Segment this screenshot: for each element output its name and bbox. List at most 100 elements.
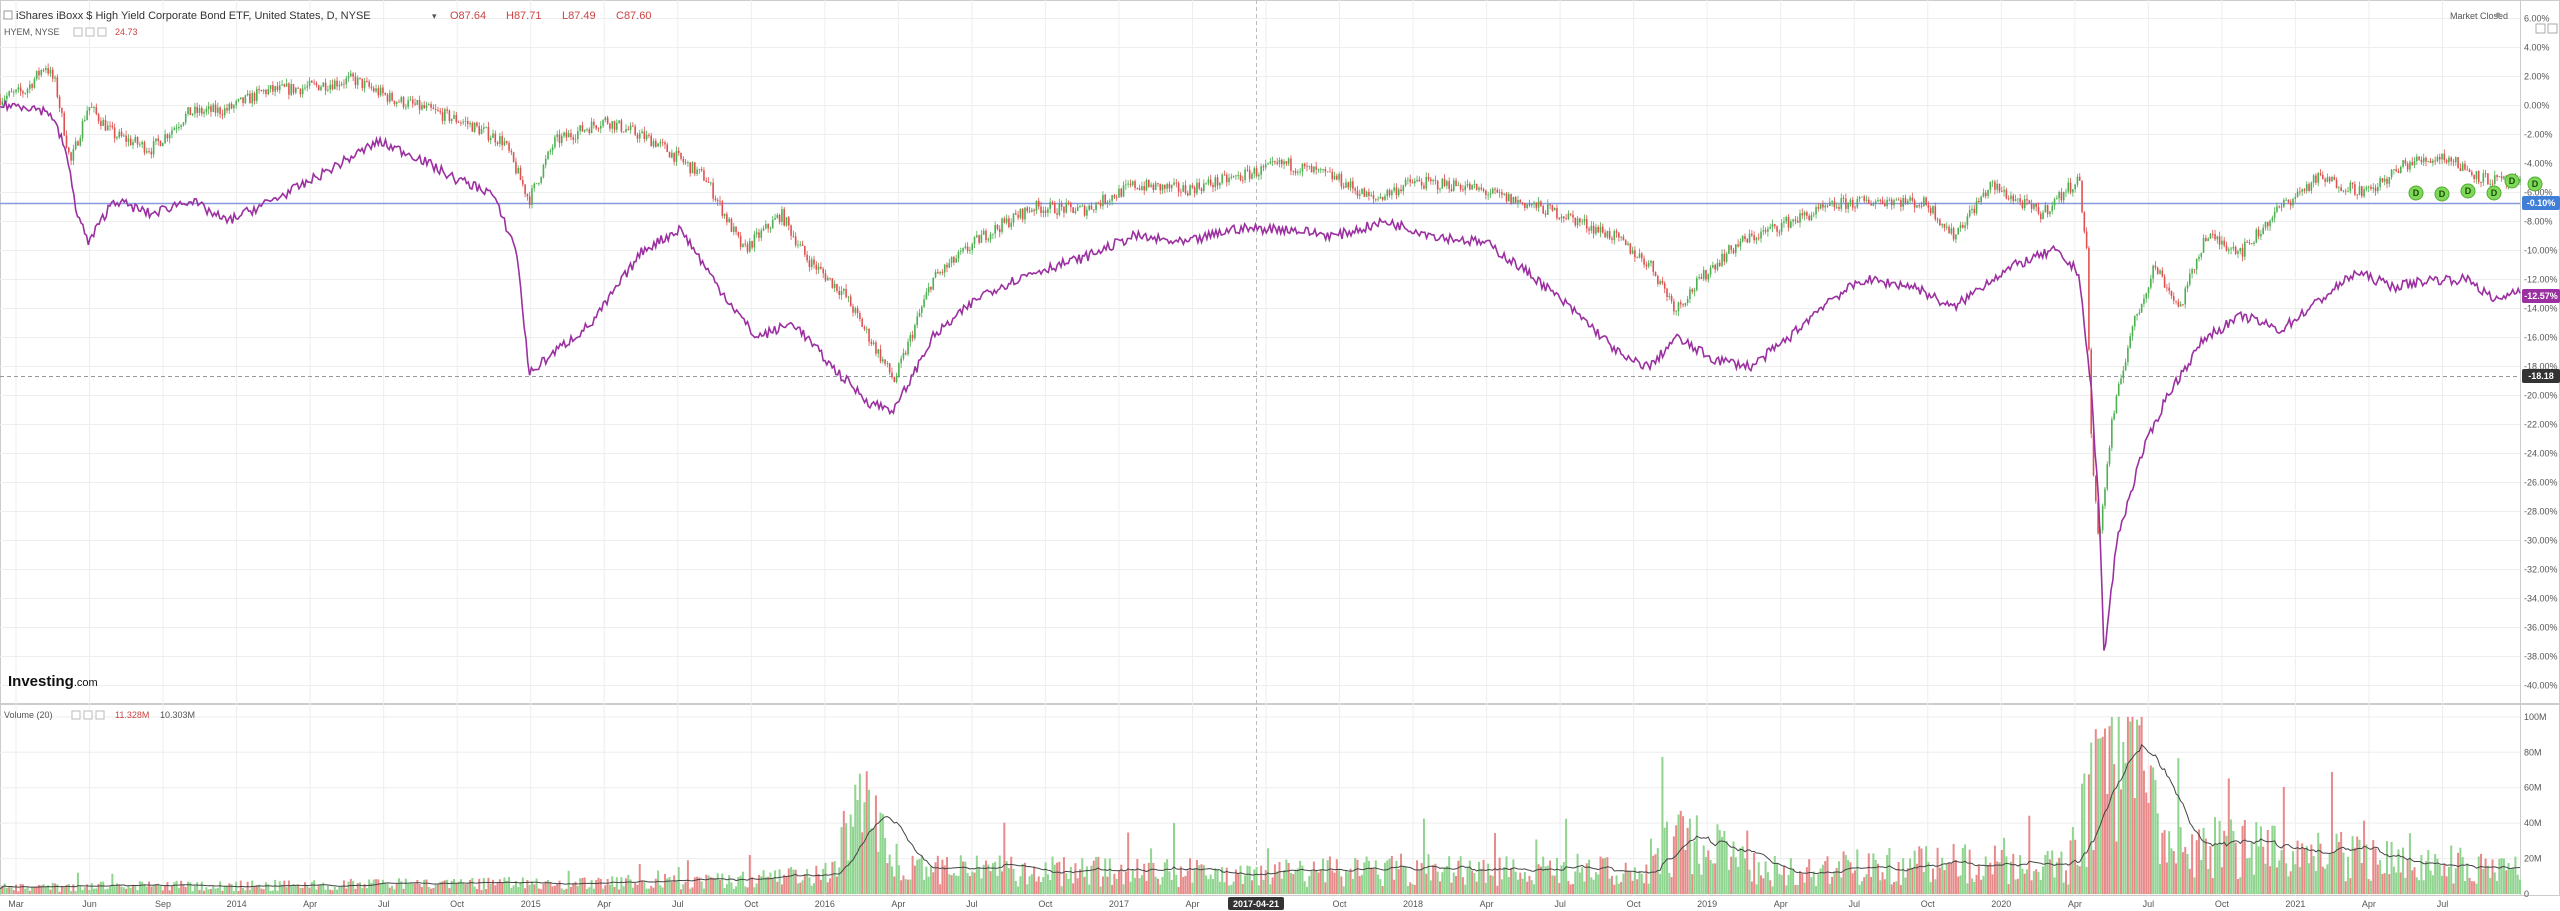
candle-body — [86, 110, 88, 120]
candle-body — [1292, 170, 1295, 172]
candle-body — [2221, 240, 2223, 245]
volume-bar — [1296, 868, 1299, 894]
candle-body — [1874, 201, 1877, 204]
dividend-marker[interactable]: D — [2486, 185, 2502, 201]
candle-body — [1205, 183, 1207, 185]
volume-bar — [439, 881, 442, 894]
volume-settings-icon[interactable] — [83, 710, 93, 720]
volume-bar — [1920, 848, 1923, 894]
volume-bar — [2175, 863, 2178, 894]
candle-body — [1599, 226, 1602, 233]
chart-fullscreen-icon[interactable] — [2547, 23, 2558, 34]
volume-bar — [533, 884, 536, 894]
compare-close-icon[interactable] — [97, 27, 107, 37]
candle-body — [778, 214, 781, 223]
candle-body — [1652, 260, 1655, 272]
volume-bar — [902, 875, 905, 894]
candle-body — [1278, 159, 1281, 164]
candle-body — [359, 77, 361, 79]
volume-bar — [877, 851, 880, 894]
volume-bar — [425, 879, 428, 894]
x-tick-label: 2021 — [2285, 899, 2305, 909]
volume-bar — [771, 878, 774, 894]
candle-body — [760, 230, 763, 238]
candle-body — [801, 244, 804, 247]
candle-body — [1297, 172, 1299, 174]
candle-body — [1315, 166, 1317, 170]
volume-bar — [2271, 825, 2274, 894]
candle-body — [1180, 191, 1182, 193]
x-tick-label: Apr — [891, 899, 905, 909]
candle-body — [171, 130, 173, 135]
candle-body — [2464, 163, 2466, 170]
volume-bar — [705, 874, 708, 894]
candle-body — [1753, 235, 1755, 241]
candle-body — [1799, 213, 1801, 223]
dividend-marker[interactable]: D — [2408, 185, 2424, 201]
candle-body — [737, 232, 740, 236]
candle-body — [1849, 199, 1852, 203]
volume-close-icon[interactable] — [95, 710, 105, 720]
volume-bar — [1638, 870, 1641, 894]
collapse-legend-icon[interactable] — [3, 10, 13, 20]
candle-body — [1290, 158, 1292, 171]
volume-bar — [246, 881, 249, 894]
candle-body — [2232, 246, 2235, 249]
volume-bar — [469, 879, 472, 894]
chart-settings-icon[interactable] — [2535, 23, 2546, 34]
ohlc-close: C87.60 — [616, 10, 651, 22]
candle-body — [260, 90, 263, 92]
volume-bar — [576, 885, 579, 894]
candle-body — [703, 170, 705, 181]
candle-body — [962, 248, 964, 252]
dividend-marker[interactable]: D — [2460, 183, 2476, 199]
volume-bar — [1363, 862, 1366, 894]
volume-bar — [535, 878, 538, 894]
compare-eye-icon[interactable] — [73, 27, 83, 37]
volume-bar — [1358, 876, 1361, 894]
candle-body — [512, 152, 515, 162]
volume-bar — [2145, 792, 2148, 894]
volume-bar — [1448, 856, 1451, 894]
volume-bar — [1721, 836, 1724, 894]
volume-bar — [63, 887, 66, 894]
volume-bar — [865, 771, 868, 894]
symbol-dropdown-icon[interactable]: ▾ — [432, 11, 437, 21]
candle-body — [964, 246, 967, 249]
volume-tick-label: 40M — [2524, 818, 2542, 828]
volume-bar — [670, 881, 673, 894]
dividend-marker[interactable]: D — [2527, 176, 2543, 192]
candle-body — [205, 109, 208, 112]
volume-bar — [2392, 866, 2395, 894]
volume-bar — [209, 888, 212, 894]
volume-bar — [907, 879, 910, 894]
dividend-marker[interactable]: D — [2434, 186, 2450, 202]
candle-body — [927, 286, 930, 293]
candle-body — [2489, 183, 2491, 185]
volume-eye-icon[interactable] — [71, 710, 81, 720]
candle-body — [911, 335, 914, 339]
volume-bar — [459, 879, 462, 894]
volume-bar — [748, 854, 751, 894]
volume-bar — [1941, 857, 1944, 894]
candle-body — [723, 213, 726, 216]
volume-bar — [1810, 877, 1813, 894]
candle-body — [1090, 205, 1093, 210]
candle-body — [648, 134, 650, 136]
compare-settings-icon[interactable] — [85, 27, 95, 37]
volume-bar — [352, 880, 355, 894]
volume-bar — [115, 883, 118, 894]
volume-bar — [2498, 858, 2501, 894]
y-tick-label: -36.00% — [2524, 623, 2558, 633]
volume-bar — [2454, 868, 2457, 894]
candle-body — [2072, 189, 2074, 193]
volume-bar — [1599, 856, 1602, 894]
candle-body — [1824, 205, 1827, 208]
candle-body — [1409, 179, 1411, 183]
candle-body — [1780, 223, 1783, 232]
volume-bar — [698, 877, 701, 894]
volume-bar — [1003, 822, 1006, 894]
dividend-marker[interactable]: D — [2504, 173, 2520, 189]
volume-bar — [95, 888, 98, 894]
candle-body — [382, 87, 384, 94]
